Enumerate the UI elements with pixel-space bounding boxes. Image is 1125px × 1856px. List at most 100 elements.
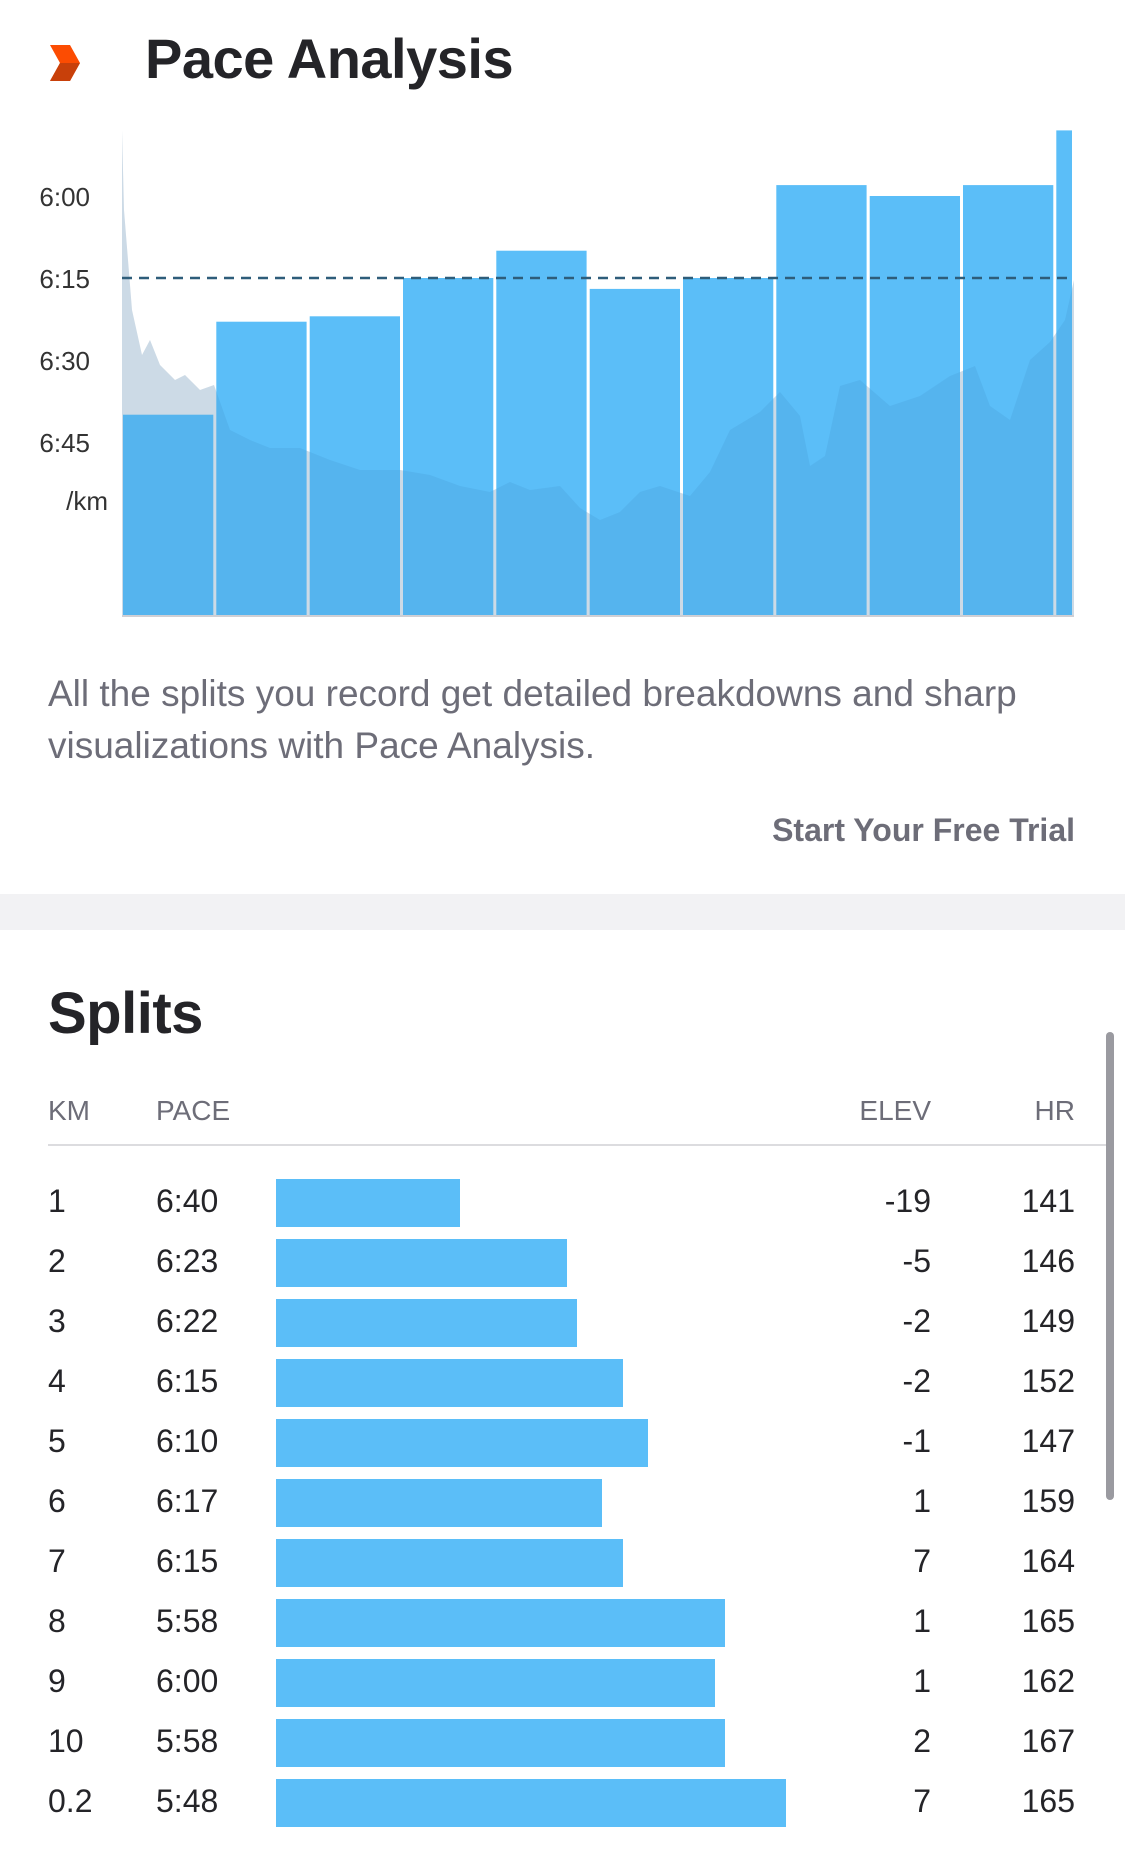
pace-bar <box>276 1599 725 1647</box>
split-km: 10 <box>48 1723 84 1759</box>
pace-bar-9[interactable] <box>869 196 960 616</box>
pace-bar <box>276 1659 715 1707</box>
pace-bar <box>276 1359 623 1407</box>
table-row[interactable]: 10 5:58 2 167 <box>0 1715 1125 1775</box>
pace-bar <box>276 1299 577 1347</box>
pace-bar-3[interactable] <box>309 316 400 616</box>
pace-bar <box>276 1239 567 1287</box>
split-km: 1 <box>48 1183 66 1219</box>
split-heart-rate: 141 <box>1021 1183 1075 1219</box>
split-km: 4 <box>48 1363 66 1399</box>
split-km: 5 <box>48 1423 66 1459</box>
pace-bar-1[interactable] <box>123 414 214 616</box>
pace-bar <box>276 1479 602 1527</box>
split-elevation: 1 <box>913 1603 931 1639</box>
split-pace: 6:23 <box>156 1243 219 1279</box>
chevron-logo-icon <box>50 45 80 81</box>
table-row[interactable]: 2 6:23 -5 146 <box>0 1235 1125 1295</box>
splits-section: Splits KM PACE ELEV HR 1 6:40 -19 141 2 6:23-… <box>0 930 1125 1856</box>
column-header-elev: ELEV <box>859 1095 931 1126</box>
split-elevation: 1 <box>913 1483 931 1519</box>
split-km: 3 <box>48 1303 66 1339</box>
column-header-hr: HR <box>1034 1095 1075 1126</box>
split-heart-rate: 165 <box>1021 1783 1075 1819</box>
split-elevation: 7 <box>913 1543 931 1579</box>
pace-bar-4[interactable] <box>403 278 494 616</box>
y-tick-label: 6:30 <box>39 346 90 376</box>
split-elevation: -1 <box>902 1423 931 1459</box>
split-heart-rate: 152 <box>1021 1363 1075 1399</box>
splits-title: Splits <box>48 981 203 1046</box>
table-row[interactable]: 3 6:22 -2 149 <box>0 1295 1125 1355</box>
split-heart-rate: 149 <box>1021 1303 1075 1339</box>
pace-bar-10[interactable] <box>963 185 1054 616</box>
y-unit-label: /km <box>66 486 108 516</box>
page-title: Pace Analysis <box>145 27 514 90</box>
split-heart-rate: 146 <box>1021 1243 1075 1279</box>
scrollbar[interactable] <box>1106 1032 1114 1500</box>
start-free-trial-link[interactable]: Start Your Free Trial <box>772 812 1075 848</box>
split-heart-rate: 162 <box>1021 1663 1075 1699</box>
pace-bar-5[interactable] <box>496 250 587 616</box>
pace-bar-6[interactable] <box>589 288 680 616</box>
pace-bar <box>276 1779 786 1827</box>
column-header-km: KM <box>48 1095 90 1126</box>
table-row[interactable]: 5 6:10 -1 147 <box>0 1415 1125 1475</box>
split-pace: 6:00 <box>156 1663 219 1699</box>
split-pace: 6:10 <box>156 1423 219 1459</box>
pace-analysis-section: Pace Analysis 6:00 6:15 6:30 6:45 /km Al… <box>0 0 1125 894</box>
pace-bar-7[interactable] <box>683 278 774 616</box>
table-row[interactable]: 1 6:40 -19 141 <box>0 1175 1125 1235</box>
table-row[interactable]: 7 6:15 7 164 <box>0 1535 1125 1595</box>
split-elevation: -5 <box>902 1243 931 1279</box>
table-row[interactable]: 6 6:17 1 159 <box>0 1475 1125 1535</box>
split-elevation: -2 <box>902 1303 931 1339</box>
pace-chart: 6:00 6:15 6:30 6:45 /km <box>0 130 1125 630</box>
split-pace: 6:17 <box>156 1483 219 1519</box>
table-row[interactable]: 4 6:15 -2 152 <box>0 1355 1125 1415</box>
split-elevation: 1 <box>913 1663 931 1699</box>
split-pace: 5:58 <box>156 1723 219 1759</box>
split-pace: 6:15 <box>156 1543 219 1579</box>
pace-bar <box>276 1179 460 1227</box>
split-km: 2 <box>48 1243 66 1279</box>
pace-bar <box>276 1719 725 1767</box>
split-km: 9 <box>48 1663 66 1699</box>
brand-logo <box>48 28 92 98</box>
pace-bar <box>276 1539 623 1587</box>
y-tick-label: 6:15 <box>39 264 90 294</box>
pace-chart-svg <box>122 130 1074 617</box>
pace-bar-8[interactable] <box>776 185 867 616</box>
split-heart-rate: 164 <box>1021 1543 1075 1579</box>
pace-bar-11[interactable] <box>1056 130 1072 616</box>
feature-description: All the splits you record get detailed b… <box>48 673 1017 766</box>
split-pace: 6:40 <box>156 1183 219 1219</box>
section-divider <box>0 894 1125 930</box>
column-header-pace: PACE <box>156 1095 231 1126</box>
split-heart-rate: 165 <box>1021 1603 1075 1639</box>
table-row[interactable]: 8 5:58 1 165 <box>0 1595 1125 1655</box>
split-pace: 5:48 <box>156 1783 219 1819</box>
split-heart-rate: 167 <box>1021 1723 1075 1759</box>
table-row[interactable]: 0.2 5:48 7 165 <box>0 1775 1125 1835</box>
table-row[interactable]: 9 6:00 1 162 <box>0 1655 1125 1715</box>
y-tick-label: 6:45 <box>39 428 90 458</box>
split-pace: 6:15 <box>156 1363 219 1399</box>
split-km: 7 <box>48 1543 66 1579</box>
split-elevation: 7 <box>913 1783 931 1819</box>
split-heart-rate: 147 <box>1021 1423 1075 1459</box>
pace-bar-2[interactable] <box>216 321 307 616</box>
split-elevation: -19 <box>884 1183 931 1219</box>
split-heart-rate: 159 <box>1021 1483 1075 1519</box>
split-km: 0.2 <box>48 1783 93 1819</box>
split-km: 6 <box>48 1483 66 1519</box>
split-elevation: 2 <box>913 1723 931 1759</box>
pace-bar <box>276 1419 648 1467</box>
split-pace: 6:22 <box>156 1303 219 1339</box>
split-elevation: -2 <box>902 1363 931 1399</box>
y-tick-label: 6:00 <box>39 182 90 212</box>
split-km: 8 <box>48 1603 66 1639</box>
header-divider <box>48 1144 1108 1146</box>
split-pace: 5:58 <box>156 1603 219 1639</box>
elevation-profile-overlay <box>122 130 1074 616</box>
